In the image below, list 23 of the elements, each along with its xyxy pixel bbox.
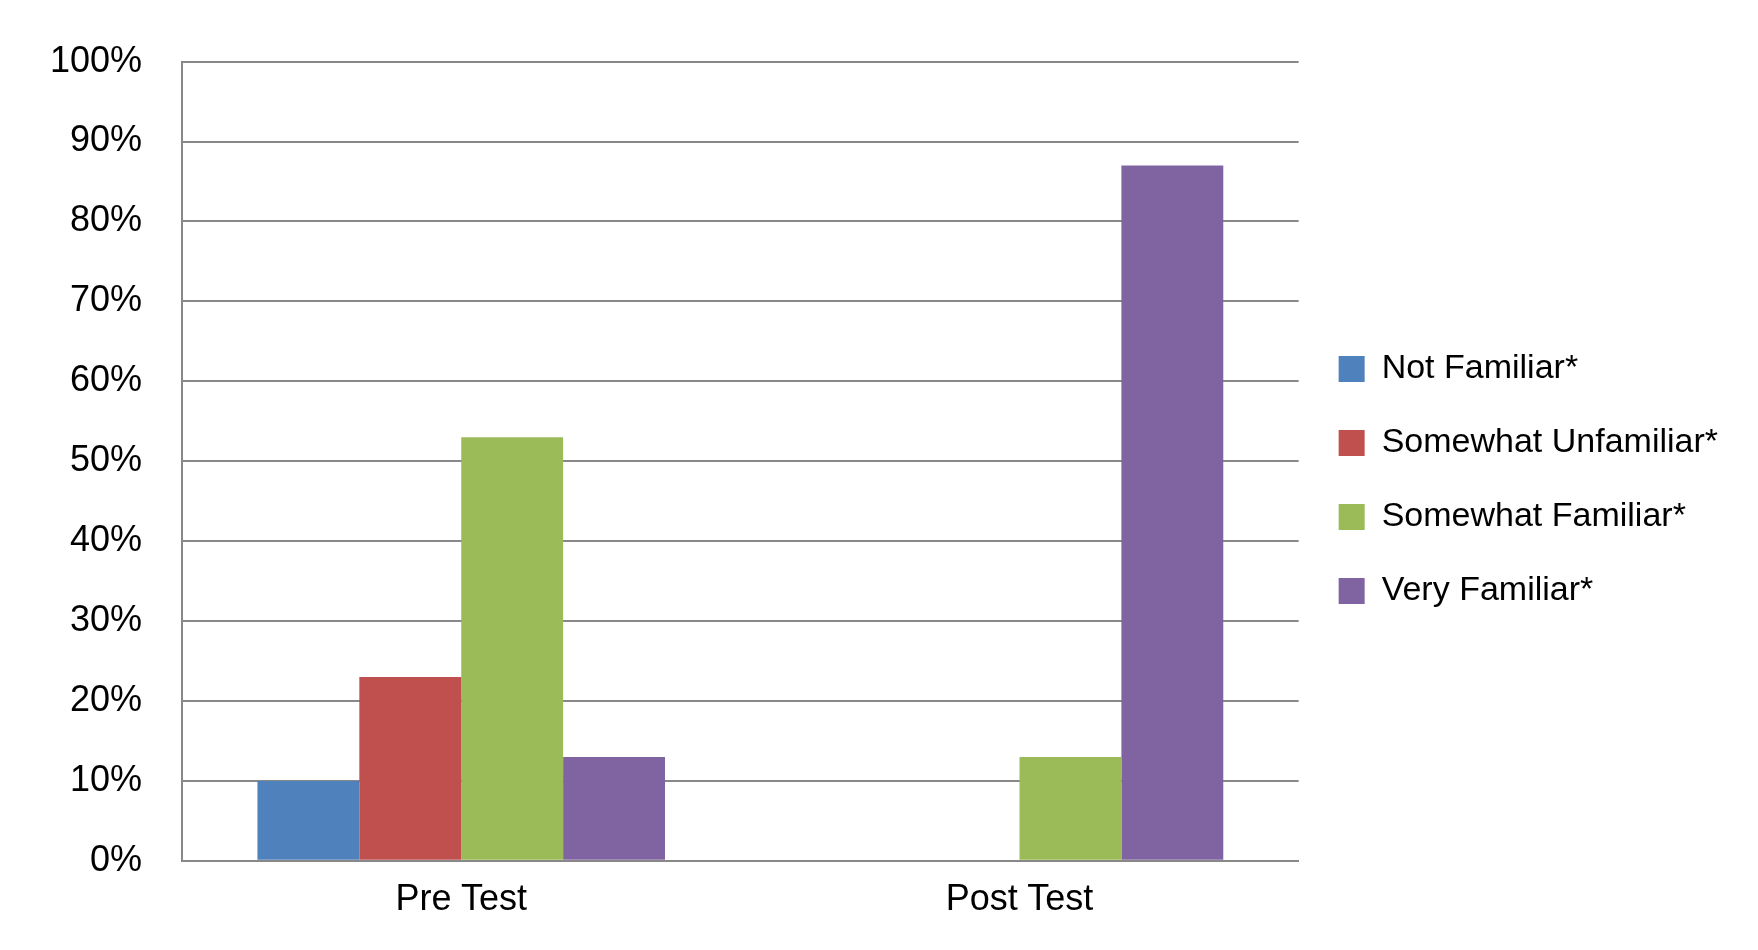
y-tick-label: 20% — [70, 677, 143, 719]
bar — [257, 780, 360, 860]
y-tick-label: 10% — [70, 757, 143, 799]
y-tick-label: 80% — [70, 198, 143, 240]
legend-label: Very Familiar* — [1381, 569, 1594, 608]
legend-label: Somewhat Unfamiliar* — [1381, 421, 1719, 460]
y-tick-label: 60% — [70, 358, 143, 400]
bar — [461, 437, 564, 860]
bar — [1019, 756, 1122, 860]
x-tick-label: Post Test — [945, 877, 1094, 919]
y-tick-label: 100% — [50, 38, 143, 80]
y-tick-label: 90% — [70, 118, 143, 160]
y-tick-label: 0% — [90, 837, 143, 879]
legend-label: Not Familiar* — [1381, 347, 1579, 386]
bar — [359, 676, 462, 860]
y-tick-label: 30% — [70, 597, 143, 639]
bar — [1121, 165, 1224, 860]
y-tick-label: 50% — [70, 438, 143, 480]
bar — [563, 756, 665, 860]
y-tick-label: 70% — [70, 278, 143, 320]
y-tick-label: 40% — [70, 518, 143, 560]
x-tick-label: Pre Test — [395, 877, 527, 919]
legend-label: Somewhat Familiar* — [1381, 495, 1686, 534]
